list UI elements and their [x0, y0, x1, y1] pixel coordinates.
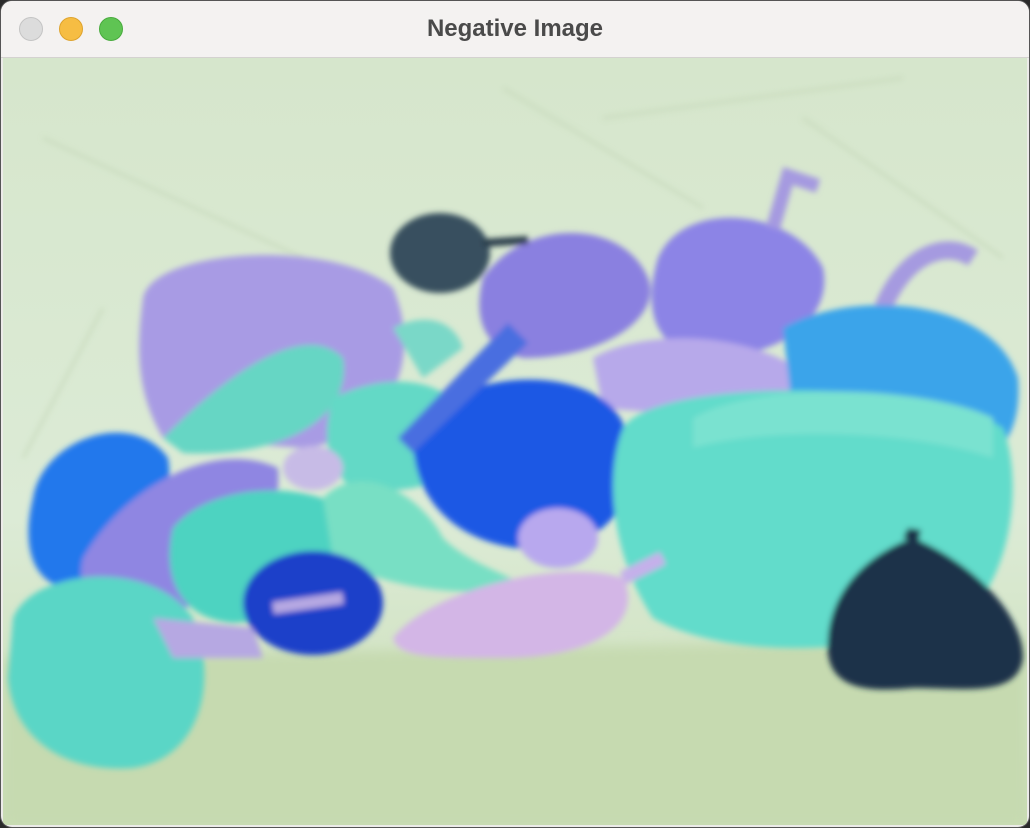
window-title: Negative Image [426, 15, 604, 42]
close-button[interactable] [19, 17, 43, 41]
zoom-button[interactable] [99, 17, 123, 41]
minimize-button[interactable] [59, 17, 83, 41]
negative-image [3, 58, 1027, 825]
title-bar: Negative Image [1, 1, 1029, 58]
